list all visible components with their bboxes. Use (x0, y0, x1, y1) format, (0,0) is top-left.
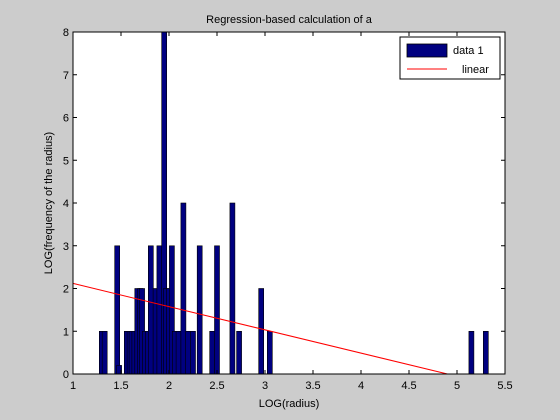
y-tick-label: 6 (63, 113, 69, 125)
x-tick-label: 2.5 (209, 380, 224, 392)
legend: data 1 linear (399, 36, 501, 80)
bar (185, 330, 191, 375)
x-tick-label: 5 (454, 380, 460, 392)
x-axis-label: LOG(radius) (259, 398, 320, 410)
y-tick-label: 3 (63, 241, 69, 253)
y-axis-label: LOG(frequency of the radius) (43, 132, 55, 274)
x-tick-label: 3 (262, 380, 268, 392)
bar (214, 245, 220, 375)
y-tick-label: 5 (63, 155, 69, 167)
bar (229, 202, 236, 375)
x-axis: 1 1.5 2 2.5 3 3.5 4 4.5 5 5.5 (70, 32, 513, 392)
bar (236, 330, 242, 375)
x-tick-label: 1.5 (113, 380, 128, 392)
legend-label-linear: linear (462, 64, 489, 76)
bar (209, 330, 215, 375)
line-series (72, 282, 448, 375)
plot-area (73, 32, 505, 374)
linear-fit-line (72, 282, 448, 375)
bar (468, 330, 475, 375)
x-tick-label: 4 (358, 380, 364, 392)
x-tick-label: 3.5 (305, 380, 320, 392)
bar (266, 330, 273, 375)
x-tick-label: 5.5 (497, 380, 512, 392)
bar (180, 202, 187, 375)
bar (196, 245, 203, 375)
bar (156, 245, 163, 375)
y-tick-label: 2 (63, 284, 69, 296)
bar (114, 245, 120, 375)
y-axis: 0 1 2 3 4 5 6 7 8 (63, 27, 505, 381)
chart-title: Regression-based calculation of a (206, 14, 373, 26)
bar (190, 330, 196, 375)
y-tick-label: 1 (63, 326, 69, 338)
bar (148, 245, 154, 375)
y-tick-label: 4 (63, 198, 69, 210)
bar (101, 330, 108, 375)
legend-swatch-data-1 (406, 43, 448, 58)
x-tick-label: 1 (70, 380, 76, 392)
y-tick-label: 7 (63, 70, 69, 82)
bar (258, 288, 265, 375)
bar (482, 330, 489, 375)
bar (175, 330, 182, 375)
legend-label-data-1: data 1 (453, 45, 484, 57)
x-tick-label: 4.5 (401, 380, 416, 392)
bar-series (99, 31, 489, 375)
y-tick-label: 8 (63, 27, 69, 39)
x-tick-label: 2 (166, 380, 172, 392)
y-tick-label: 0 (63, 369, 69, 381)
